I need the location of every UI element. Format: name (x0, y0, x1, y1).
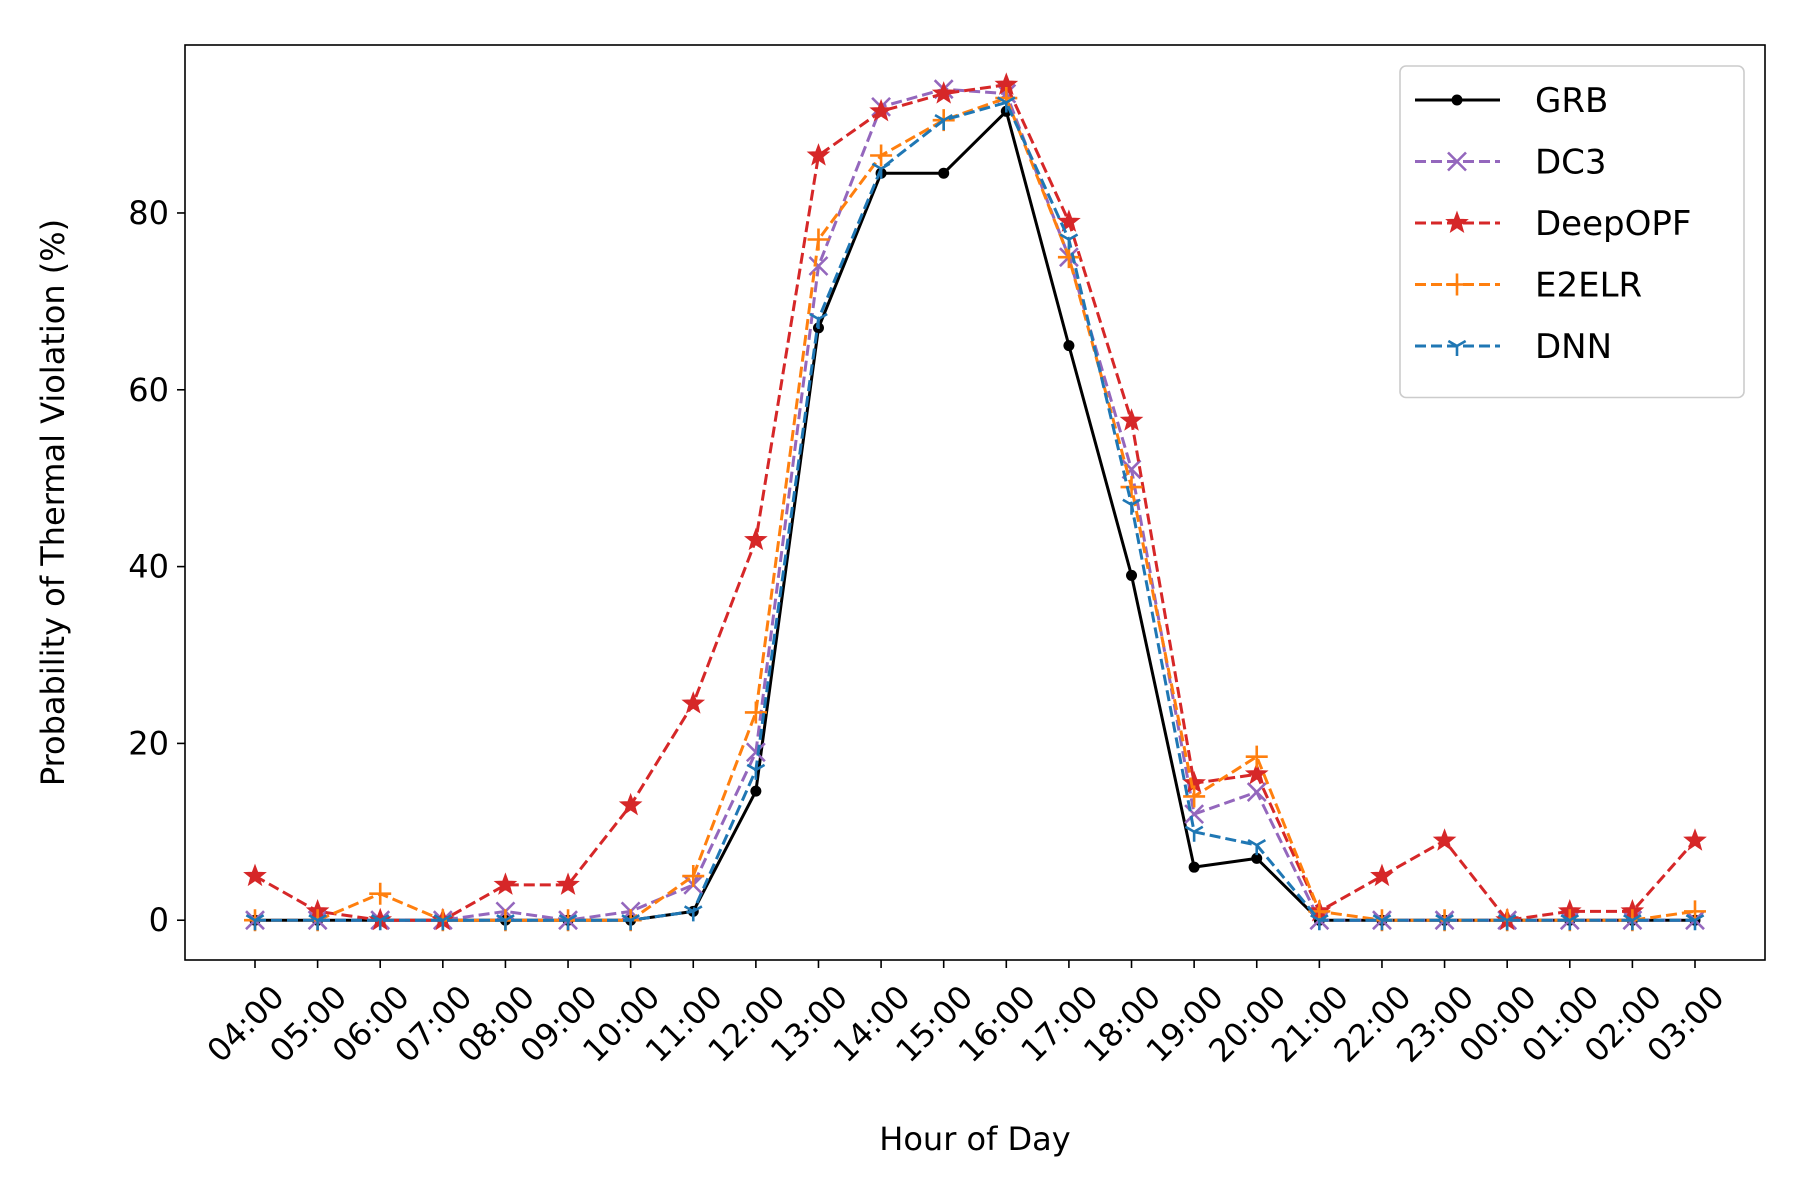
legend-box (1399, 65, 1745, 399)
data-point (1059, 233, 1079, 250)
legend-label: DNN (1535, 327, 1612, 367)
data-point (1183, 785, 1206, 808)
data-point (1447, 151, 1467, 172)
data-point (681, 691, 706, 714)
data-point (556, 872, 580, 895)
data-point (1497, 914, 1517, 931)
legend-item: E2ELR (1415, 266, 1642, 306)
x-axis-ticks: 04:0005:0006:0007:0008:0009:0010:0011:00… (200, 960, 1732, 1070)
legend-label: GRB (1535, 81, 1608, 121)
data-point (938, 167, 950, 179)
y-tick-label: 0 (149, 901, 169, 939)
y-tick-label: 40 (128, 548, 169, 586)
series-line (255, 100, 1695, 922)
data-point (934, 114, 954, 131)
data-point (1246, 782, 1267, 802)
data-point (1188, 861, 1200, 873)
data-point (744, 527, 768, 551)
data-point (369, 882, 392, 905)
legend-item: DC3 (1415, 143, 1607, 183)
data-point (1560, 914, 1580, 931)
data-point (1245, 745, 1268, 768)
data-point (493, 872, 518, 895)
data-point (1119, 408, 1144, 431)
data-point (996, 96, 1016, 113)
data-point (682, 865, 705, 888)
data-point (1251, 852, 1263, 864)
data-point (308, 914, 327, 931)
data-point (1063, 340, 1075, 352)
data-point (1120, 476, 1143, 499)
y-tick-label: 60 (128, 371, 169, 409)
data-point (1446, 273, 1468, 296)
y-axis-label: Probability of Thermal Violation (%) (34, 219, 72, 786)
data-point (1432, 828, 1457, 851)
legend-item: DNN (1415, 327, 1612, 367)
data-point (1683, 828, 1707, 851)
series-line (254, 83, 1697, 922)
data-point (1057, 246, 1080, 269)
data-point (683, 905, 703, 922)
data-point (808, 256, 829, 276)
data-point (370, 914, 390, 931)
data-point (807, 228, 830, 251)
data-point (1447, 339, 1467, 356)
data-point (1435, 914, 1454, 931)
data-point (621, 914, 640, 931)
data-point (1247, 838, 1267, 856)
data-point (1244, 761, 1269, 785)
data-point (806, 143, 831, 166)
data-point (1310, 914, 1329, 931)
legend-item: DeepOPF (1415, 204, 1691, 244)
data-point (433, 914, 453, 931)
data-point (1685, 914, 1705, 931)
data-point (496, 914, 515, 931)
legend-label: DeepOPF (1535, 204, 1691, 244)
data-point (871, 162, 891, 179)
series-dnn (245, 96, 1705, 931)
y-tick-label: 20 (128, 724, 169, 762)
data-point (1184, 825, 1204, 842)
data-point (931, 81, 956, 104)
data-point (1370, 863, 1394, 887)
data-point (1684, 900, 1706, 923)
legend-item: GRB (1415, 81, 1608, 121)
legend-label: DC3 (1535, 143, 1607, 183)
data-point (243, 863, 267, 887)
plot-area-frame (184, 44, 1766, 961)
data-point (1057, 209, 1081, 232)
data-point (1451, 94, 1463, 106)
y-tick-label: 80 (128, 194, 169, 232)
data-point (1372, 914, 1392, 931)
data-point (746, 763, 766, 780)
y-axis-ticks: 0 20 40 60 80 (128, 194, 185, 939)
data-point (869, 98, 893, 122)
data-point (245, 914, 265, 931)
legend-label: E2ELR (1535, 266, 1642, 306)
data-point (744, 701, 767, 724)
data-point (809, 312, 828, 330)
data-point (1122, 498, 1141, 515)
data-point (618, 792, 643, 816)
legend: GRB DC3 DeepOPF E2ELR DNN (1399, 65, 1745, 399)
data-point (1126, 569, 1138, 581)
series-layer (243, 72, 1707, 932)
data-point (1623, 914, 1642, 931)
data-point (745, 742, 766, 763)
data-point (750, 785, 762, 797)
data-point (1445, 210, 1469, 234)
data-point (558, 914, 578, 931)
data-point (870, 144, 893, 167)
x-axis-label: Hour of Day (879, 1120, 1070, 1158)
